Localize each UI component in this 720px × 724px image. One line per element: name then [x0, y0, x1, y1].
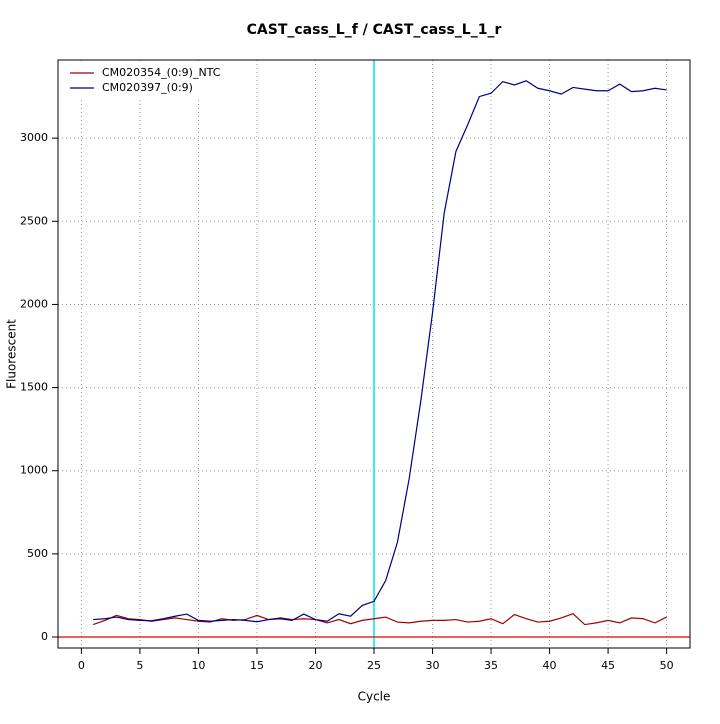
y-tick-label: 2500: [20, 214, 48, 227]
x-tick-label: 15: [250, 659, 264, 672]
x-tick-label: 25: [367, 659, 381, 672]
y-tick-label: 0: [41, 630, 48, 643]
legend-box: [62, 63, 230, 99]
y-tick-label: 2000: [20, 297, 48, 310]
x-tick-label: 0: [78, 659, 85, 672]
series-line: [92, 613, 667, 626]
chart-title: CAST_cass_L_f / CAST_cass_L_1_r: [247, 22, 502, 38]
x-tick-label: 40: [543, 659, 557, 672]
plot-frame: [57, 59, 691, 649]
series-line: [93, 80, 667, 623]
x-tick-label: 35: [484, 659, 498, 672]
x-axis-label: Cycle: [358, 690, 391, 704]
x-tick-label: 45: [601, 659, 615, 672]
x-tick-label: 20: [308, 659, 322, 672]
x-tick-label: 5: [136, 659, 143, 672]
y-tick-label: 500: [27, 547, 48, 560]
x-tick-label: 50: [660, 659, 674, 672]
y-tick-label: 1000: [20, 464, 48, 477]
y-tick-label: 1500: [20, 381, 48, 394]
x-tick-label: 30: [426, 659, 440, 672]
legend-label: CM020397_(0:9): [102, 81, 193, 94]
x-tick-label: 10: [191, 659, 205, 672]
legend-label: CM020354_(0:9)_NTC: [102, 66, 221, 79]
y-tick-label: 3000: [20, 131, 48, 144]
y-axis-label: Fluorescent: [5, 319, 19, 389]
